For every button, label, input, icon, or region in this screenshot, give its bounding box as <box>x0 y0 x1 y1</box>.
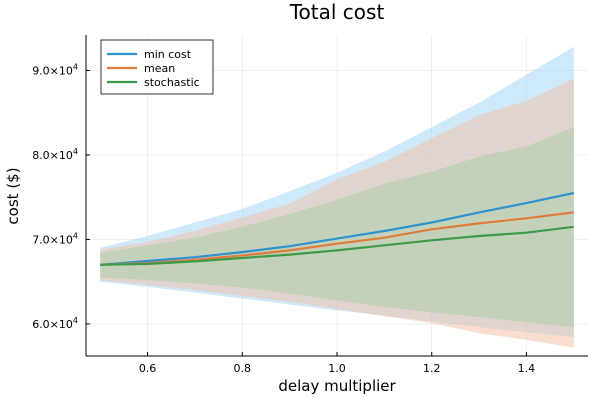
chart-title: Total cost <box>289 0 385 24</box>
y-tick-label: 9.0×104 <box>32 62 78 77</box>
x-axis-title: delay multiplier <box>278 377 396 395</box>
x-tick-label: 1.2 <box>423 362 441 375</box>
x-tick-label: 1.0 <box>328 362 346 375</box>
y-tick-mantissa: 9.0×10 <box>32 64 73 77</box>
legend-label: min cost <box>144 48 192 61</box>
band-stochastic <box>100 127 574 328</box>
y-tick-label: 7.0×104 <box>32 231 78 246</box>
line-layer <box>100 191 575 266</box>
y-axis-title: cost ($) <box>4 167 22 224</box>
y-tick-label: 6.0×104 <box>32 316 78 331</box>
legend-label: mean <box>144 62 175 75</box>
y-tick-mantissa: 6.0×10 <box>32 318 73 331</box>
series-line-mean <box>100 211 574 266</box>
y-tick-exponent: 4 <box>73 231 78 240</box>
x-tick-label: 0.8 <box>234 362 252 375</box>
series-line-min-cost <box>100 191 575 266</box>
y-tick-mantissa: 7.0×10 <box>32 233 73 246</box>
y-tick-mantissa: 8.0×10 <box>32 149 73 162</box>
y-tick-exponent: 4 <box>73 62 78 71</box>
y-tick-exponent: 4 <box>73 316 78 325</box>
y-tick-exponent: 4 <box>73 147 78 156</box>
legend-label: stochastic <box>144 76 200 89</box>
x-tick-label: 1.4 <box>518 362 536 375</box>
x-tick-label: 0.6 <box>139 362 157 375</box>
y-tick-label: 8.0×104 <box>32 147 78 162</box>
tick-layer: 0.6 0.8 1.0 1.2 1.46.0×1047.0×1048.0×1049.0×… <box>32 62 535 375</box>
band-layer <box>100 46 574 348</box>
series-line-stochastic <box>100 225 574 266</box>
